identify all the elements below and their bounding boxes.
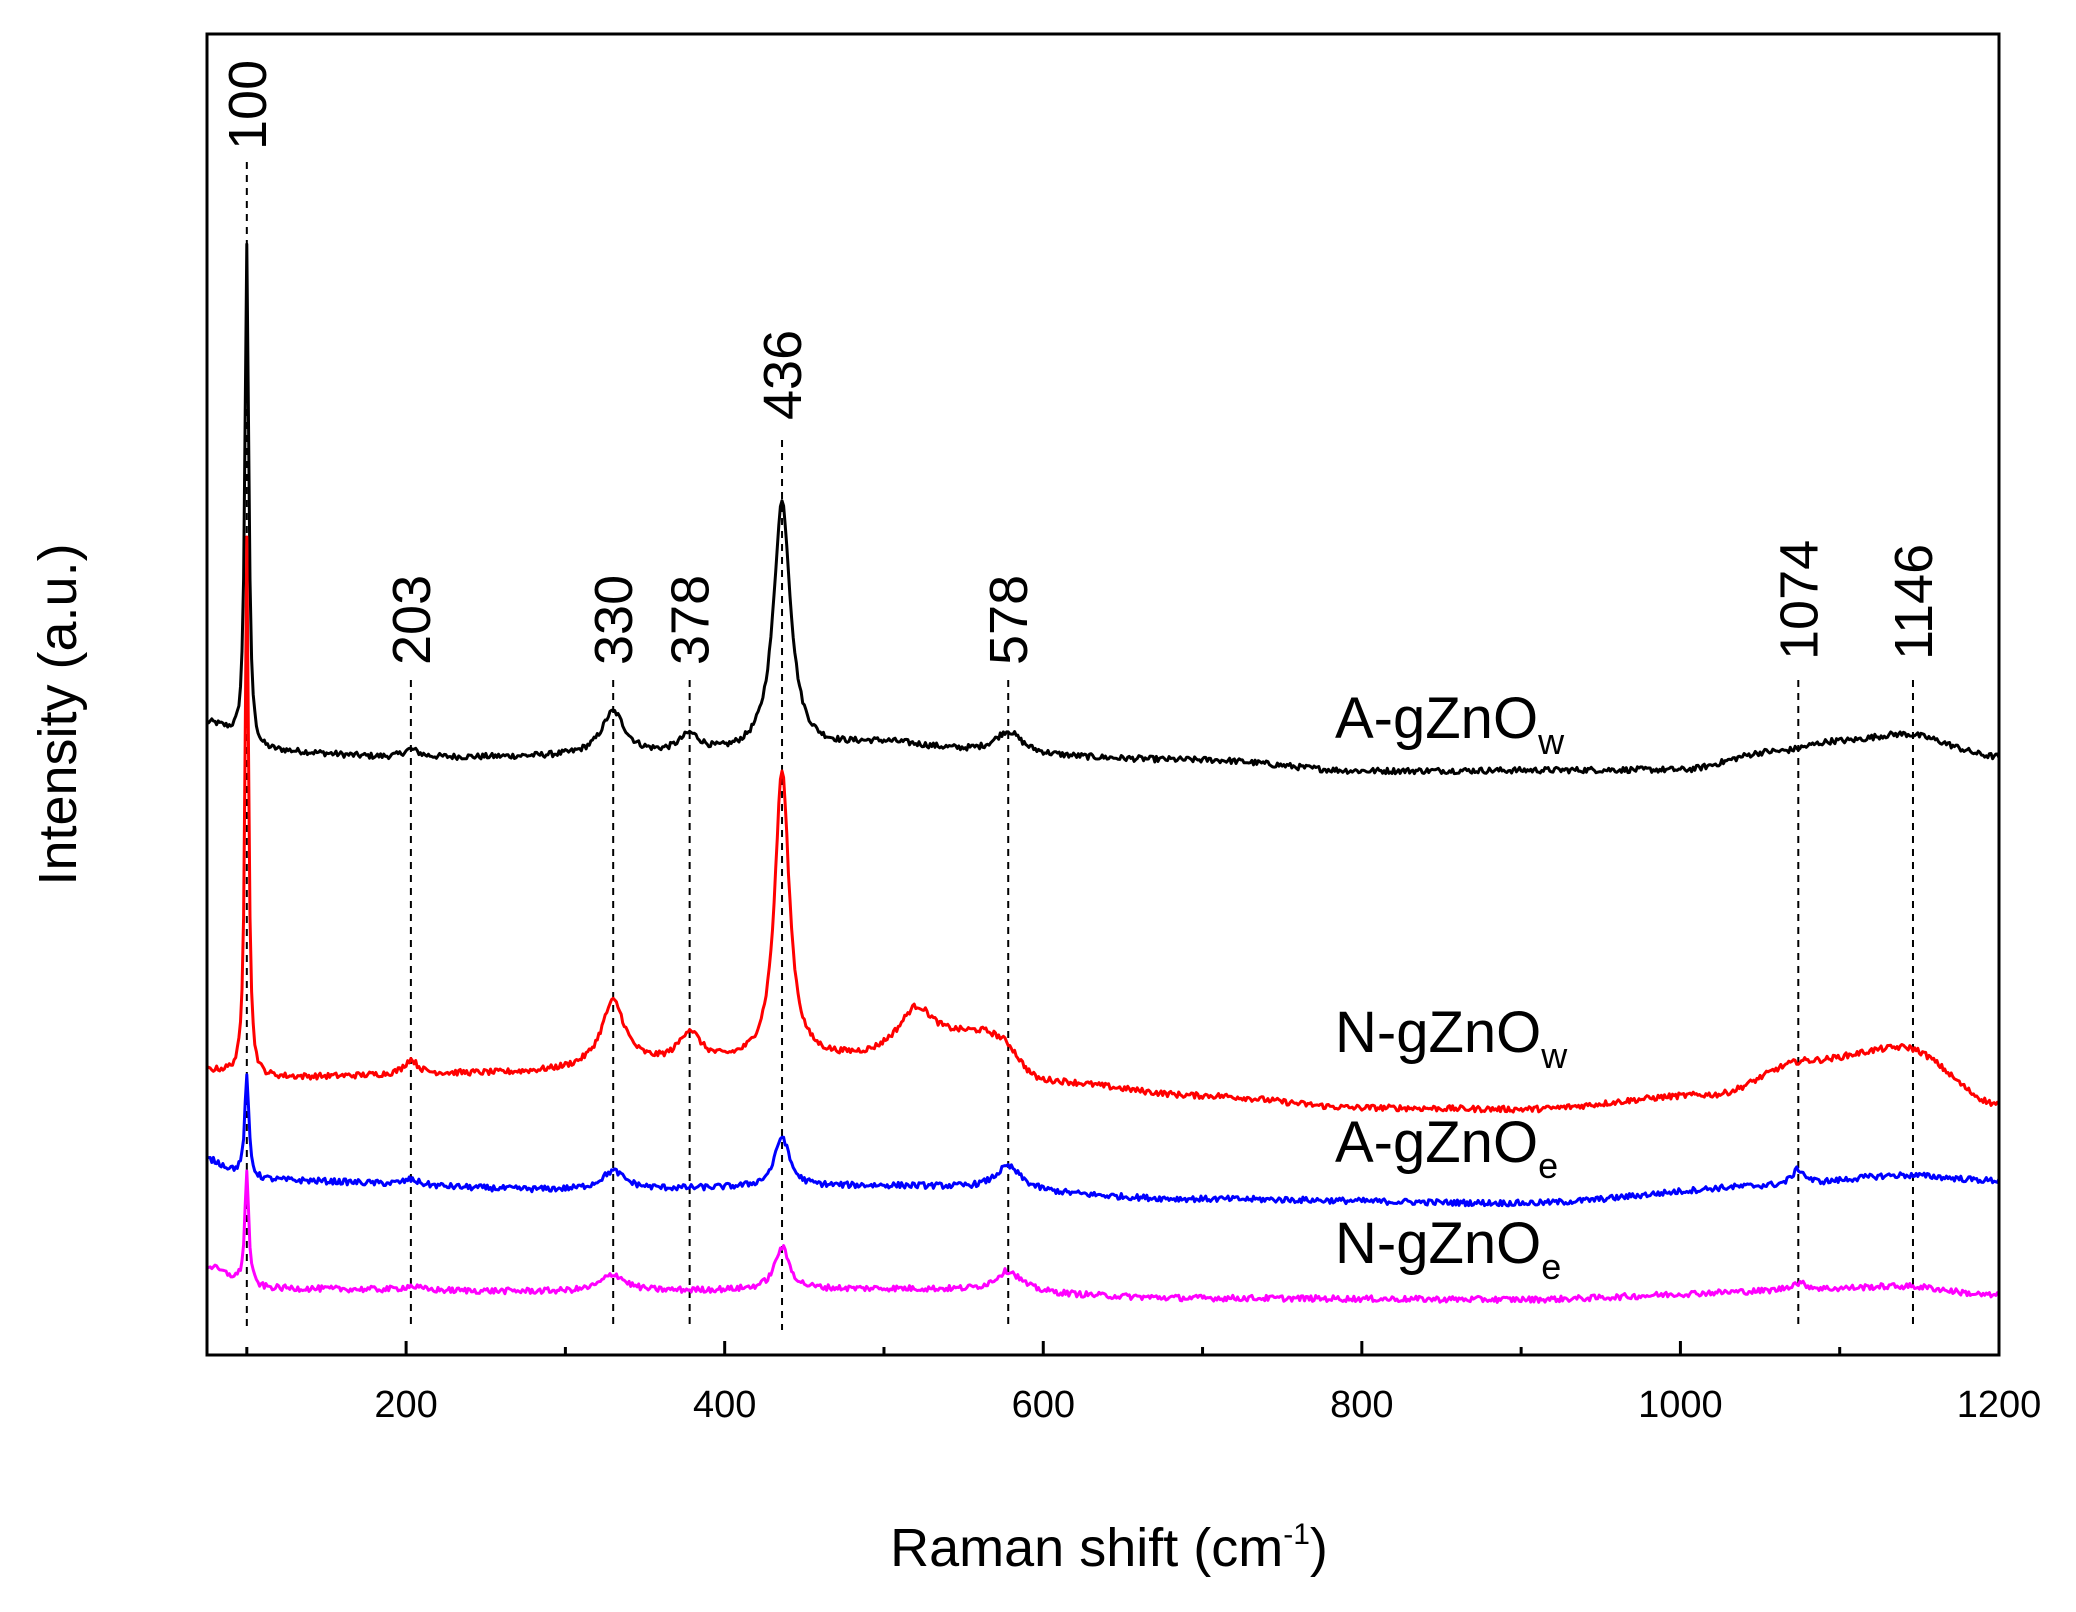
x-tick-label-1000: 1000	[1638, 1384, 1723, 1426]
series-label-N-gZnOw: N-gZnOw	[1335, 1000, 1568, 1076]
x-tick-label-400: 400	[693, 1384, 756, 1426]
x-tick-label-200: 200	[374, 1384, 437, 1426]
peak-label-378: 378	[661, 575, 721, 665]
axes-layer	[205, 32, 2001, 1357]
x-axis-title: Raman shift (cm-1)	[890, 1518, 1328, 1578]
series-line-N-gZnOe	[206, 1169, 2001, 1304]
series-label-A-gZnOw: A-gZnOw	[1335, 686, 1565, 762]
peak-label-1074: 1074	[1769, 540, 1829, 660]
y-axis-title: Intensity (a.u.)	[28, 543, 88, 885]
peak-label-203: 203	[382, 575, 442, 665]
series-line-A-gZnOe	[206, 1073, 2001, 1208]
peak-label-1146: 1146	[1884, 544, 1944, 660]
plot-frame	[205, 32, 2001, 1357]
series-label-A-gZnOe: A-gZnOe	[1335, 1110, 1558, 1186]
series-line-N-gZnOw	[206, 535, 2000, 1114]
x-tick-label-800: 800	[1330, 1384, 1393, 1426]
x-tick-label-1200: 1200	[1957, 1384, 2042, 1426]
x-tick-label-600: 600	[1012, 1384, 1075, 1426]
peak-label-100: 100	[218, 60, 278, 150]
peak-label-578: 578	[979, 575, 1039, 665]
peak-label-436: 436	[753, 330, 813, 420]
peak-label-330: 330	[584, 575, 644, 665]
label-layer: 100 203 330 378 436 578 1074 1146 200 400 600 800 10…	[28, 60, 2041, 1578]
series-line-A-gZnOw	[205, 242, 2001, 776]
series-layer	[205, 242, 2001, 1304]
series-label-N-gZnOe: N-gZnOe	[1335, 1211, 1561, 1287]
peak-marker-layer	[245, 162, 1914, 1330]
